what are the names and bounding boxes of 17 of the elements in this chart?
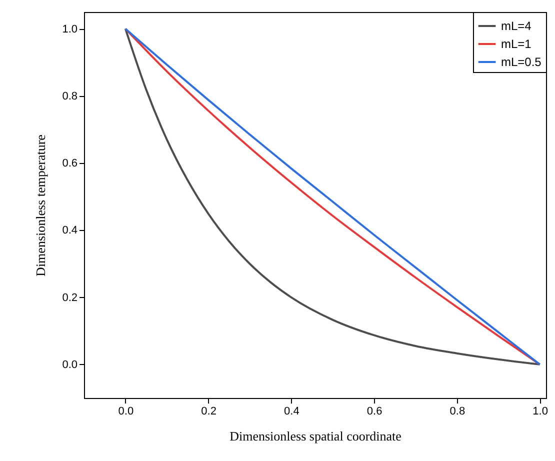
x-tick-label: 1.0: [532, 406, 548, 418]
x-tick-label: 0.0: [118, 406, 134, 418]
y-tick-label: 0.0: [62, 358, 78, 371]
x-tick-label: 0.6: [366, 406, 382, 418]
y-tick-label: 0.4: [62, 224, 78, 237]
legend-label: mL=0.5: [501, 55, 542, 69]
y-axis-title: Dimensionless temperature: [33, 134, 48, 276]
x-tick-label: 0.4: [284, 406, 300, 418]
x-axis-title: Dimensionless spatial coordinate: [230, 428, 402, 444]
x-tick-label: 0.2: [201, 406, 216, 418]
x-tick-label: 0.8: [450, 406, 466, 418]
legend-label: mL=4: [501, 19, 532, 33]
y-tick-label: 0.2: [62, 292, 78, 304]
y-tick-label: 0.8: [62, 90, 78, 102]
y-tick-label: 0.6: [62, 158, 78, 170]
legend-label: mL=1: [501, 37, 532, 51]
y-tick-label: 1.0: [62, 23, 78, 36]
